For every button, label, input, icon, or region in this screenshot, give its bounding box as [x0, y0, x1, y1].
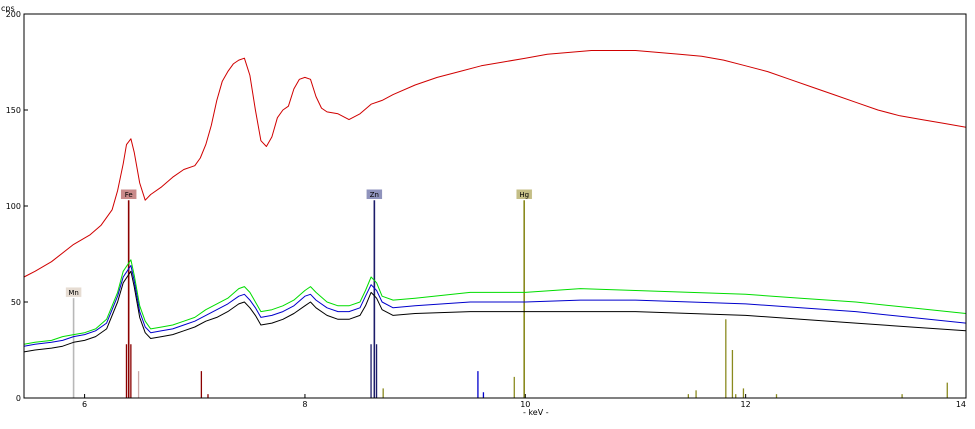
element-label-fe[interactable]: Fe [120, 188, 137, 200]
y-tick-label: 200 [6, 10, 21, 19]
axis-ticks: 0 50 100 150 200 6 8 10 12 14 [6, 10, 967, 409]
y-tick-label: 150 [6, 106, 21, 115]
x-tick-label: 14 [956, 400, 966, 409]
element-label-zn[interactable]: Zn [366, 188, 383, 200]
spectrum-series-1 [24, 50, 966, 278]
element-label-text: Zn [370, 191, 379, 199]
element-label-text: Hg [519, 191, 529, 199]
plot-content: Mn Fe Zn Hg [24, 50, 966, 398]
x-tick-label: 10 [520, 400, 530, 409]
element-label-box [65, 286, 82, 298]
plot-area [24, 50, 966, 398]
y-tick-label: 0 [16, 394, 21, 403]
element-label-box [120, 188, 137, 200]
element-label-box [366, 188, 383, 200]
y-axis-label: cps [1, 4, 15, 13]
y-tick-label: 100 [6, 202, 21, 211]
spectrum-series-2 [24, 259, 966, 345]
spectrum-series-3 [24, 265, 966, 347]
element-label-mn[interactable]: Mn [65, 286, 82, 298]
element-label-hg[interactable]: Hg [515, 188, 533, 200]
element-label-box [515, 188, 533, 200]
spectrum-series-4 [24, 270, 966, 353]
x-tick-label: 8 [302, 400, 307, 409]
x-axis-label: - keV - [523, 408, 549, 417]
y-tick-label: 50 [11, 298, 21, 307]
element-label-text: Mn [68, 289, 78, 297]
x-tick-label: 6 [82, 400, 87, 409]
element-label-text: Fe [125, 191, 133, 199]
x-tick-label: 12 [741, 400, 751, 409]
